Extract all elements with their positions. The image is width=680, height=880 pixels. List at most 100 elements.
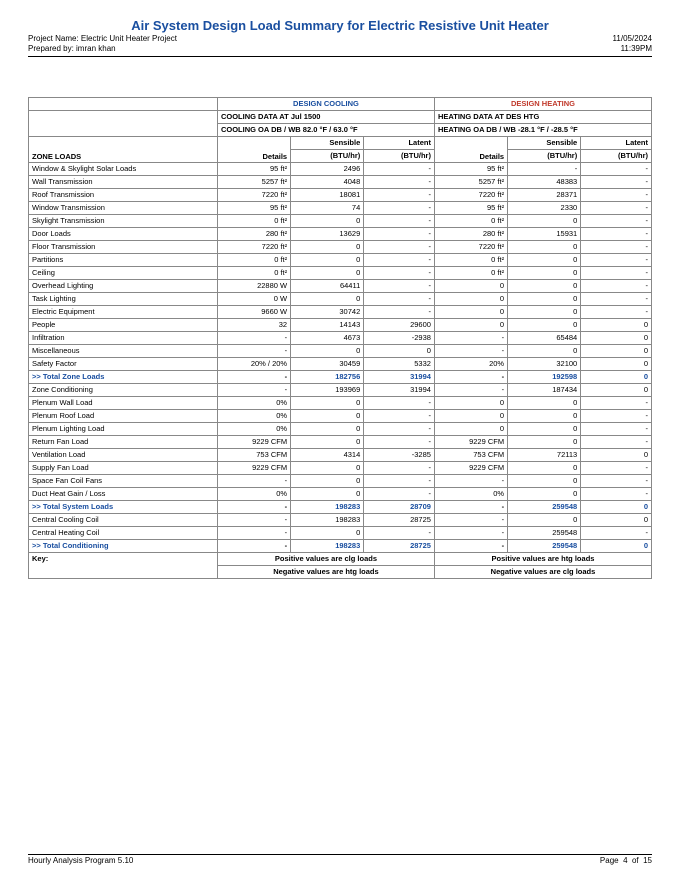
key-neg-htg: Negative values are htg loads xyxy=(217,565,434,578)
h-sensible: 2330 xyxy=(508,201,581,214)
row-label: >> Total System Loads xyxy=(29,500,218,513)
row-label: Overhead Lighting xyxy=(29,279,218,292)
h-details: 0% xyxy=(434,487,507,500)
h-latent: - xyxy=(581,227,652,240)
h-latent: 0 xyxy=(581,500,652,513)
h-sensible: 15931 xyxy=(508,227,581,240)
row-label: Window Transmission xyxy=(29,201,218,214)
c-sensible: 13629 xyxy=(291,227,364,240)
c-sensible: 74 xyxy=(291,201,364,214)
key-pos-htg: Positive values are htg loads xyxy=(434,552,651,565)
c-sensible: 4314 xyxy=(291,448,364,461)
h-details: 0 xyxy=(434,318,507,331)
table-row: Plenum Lighting Load0%0-00- xyxy=(29,422,652,435)
c-details: - xyxy=(217,500,290,513)
heating-oa-hdr: HEATING OA DB / WB -28.1 °F / -28.5 °F xyxy=(434,123,651,136)
h-details: 0 xyxy=(434,292,507,305)
page-of: of xyxy=(632,856,639,865)
row-label: Wall Transmission xyxy=(29,175,218,188)
table-row: Skylight Transmission0 ft²0-0 ft²0- xyxy=(29,214,652,227)
c-details: 0 ft² xyxy=(217,266,290,279)
h-details: 0 xyxy=(434,409,507,422)
h-details: - xyxy=(434,500,507,513)
h-details: - xyxy=(434,513,507,526)
h-latent-hdr: Latent xyxy=(581,136,652,149)
c-details: 9660 W xyxy=(217,305,290,318)
h-latent: - xyxy=(581,487,652,500)
key-pos-clg: Positive values are clg loads xyxy=(217,552,434,565)
c-details: - xyxy=(217,383,290,396)
h-details: - xyxy=(434,370,507,383)
h-latent: - xyxy=(581,526,652,539)
header-row: Project Name: Electric Unit Heater Proje… xyxy=(28,34,652,57)
c-latent: - xyxy=(364,188,435,201)
c-details: - xyxy=(217,370,290,383)
h-sensible: 0 xyxy=(508,305,581,318)
row-label: Space Fan Coil Fans xyxy=(29,474,218,487)
h-details: 0 ft² xyxy=(434,253,507,266)
row-label: Central Cooling Coil xyxy=(29,513,218,526)
row-label: Duct Heat Gain / Loss xyxy=(29,487,218,500)
h-latent: - xyxy=(581,266,652,279)
row-label: Door Loads xyxy=(29,227,218,240)
c-latent: -2938 xyxy=(364,331,435,344)
c-details: 753 CFM xyxy=(217,448,290,461)
c-latent: - xyxy=(364,201,435,214)
key-neg-clg: Negative values are clg loads xyxy=(434,565,651,578)
row-label: Central Heating Coil xyxy=(29,526,218,539)
h-details: 5257 ft² xyxy=(434,175,507,188)
c-latent: 29600 xyxy=(364,318,435,331)
spacer xyxy=(28,57,652,97)
h-sensible: 0 xyxy=(508,240,581,253)
c-sensible: 193969 xyxy=(291,383,364,396)
h-details: - xyxy=(434,539,507,552)
c-latent: - xyxy=(364,526,435,539)
c-latent-hdr: Latent xyxy=(364,136,435,149)
h-details: - xyxy=(434,344,507,357)
c-details: 5257 ft² xyxy=(217,175,290,188)
row-label: Return Fan Load xyxy=(29,435,218,448)
c-sensible: 0 xyxy=(291,461,364,474)
c-sensible: 198283 xyxy=(291,539,364,552)
report-time: 11:39PM xyxy=(613,44,652,54)
h-sensible: 0 xyxy=(508,214,581,227)
h-latent: - xyxy=(581,214,652,227)
c-latent: - xyxy=(364,422,435,435)
h-sensible: 259548 xyxy=(508,500,581,513)
c-details: 0% xyxy=(217,396,290,409)
h-sensible: 192598 xyxy=(508,370,581,383)
report-date: 11/05/2024 xyxy=(613,34,652,44)
c-latent: 31994 xyxy=(364,370,435,383)
row-label: Floor Transmission xyxy=(29,240,218,253)
c-sensible: 0 xyxy=(291,409,364,422)
h-latent: - xyxy=(581,461,652,474)
c-details: 9229 CFM xyxy=(217,435,290,448)
h-sensible: 65484 xyxy=(508,331,581,344)
c-sensible: 2496 xyxy=(291,162,364,175)
c-latent: 28725 xyxy=(364,513,435,526)
c-details: 0 ft² xyxy=(217,214,290,227)
design-heating-hdr: DESIGN HEATING xyxy=(434,97,651,110)
c-latent: - xyxy=(364,305,435,318)
page: Air System Design Load Summary for Elect… xyxy=(0,0,680,880)
h-latent-unit: (BTU/hr) xyxy=(581,149,652,162)
footer-program: Hourly Analysis Program 5.10 xyxy=(28,856,133,865)
prepared-by: Prepared by: imran khan xyxy=(28,44,177,54)
h-details: 7220 ft² xyxy=(434,188,507,201)
load-summary-table: DESIGN COOLING DESIGN HEATING COOLING DA… xyxy=(28,97,652,579)
c-sensible: 4048 xyxy=(291,175,364,188)
h-sensible: 0 xyxy=(508,266,581,279)
h-details: 95 ft² xyxy=(434,201,507,214)
h-latent: - xyxy=(581,201,652,214)
c-latent: - xyxy=(364,409,435,422)
c-sensible: 0 xyxy=(291,240,364,253)
h-latent: - xyxy=(581,409,652,422)
cooling-oa-hdr: COOLING OA DB / WB 82.0 °F / 63.0 °F xyxy=(217,123,434,136)
h-sensible: 28371 xyxy=(508,188,581,201)
row-label: Ventilation Load xyxy=(29,448,218,461)
h-details: 95 ft² xyxy=(434,162,507,175)
c-details: 32 xyxy=(217,318,290,331)
c-details: - xyxy=(217,513,290,526)
h-details-hdr: Details xyxy=(434,136,507,162)
c-sensible-hdr: Sensible xyxy=(291,136,364,149)
